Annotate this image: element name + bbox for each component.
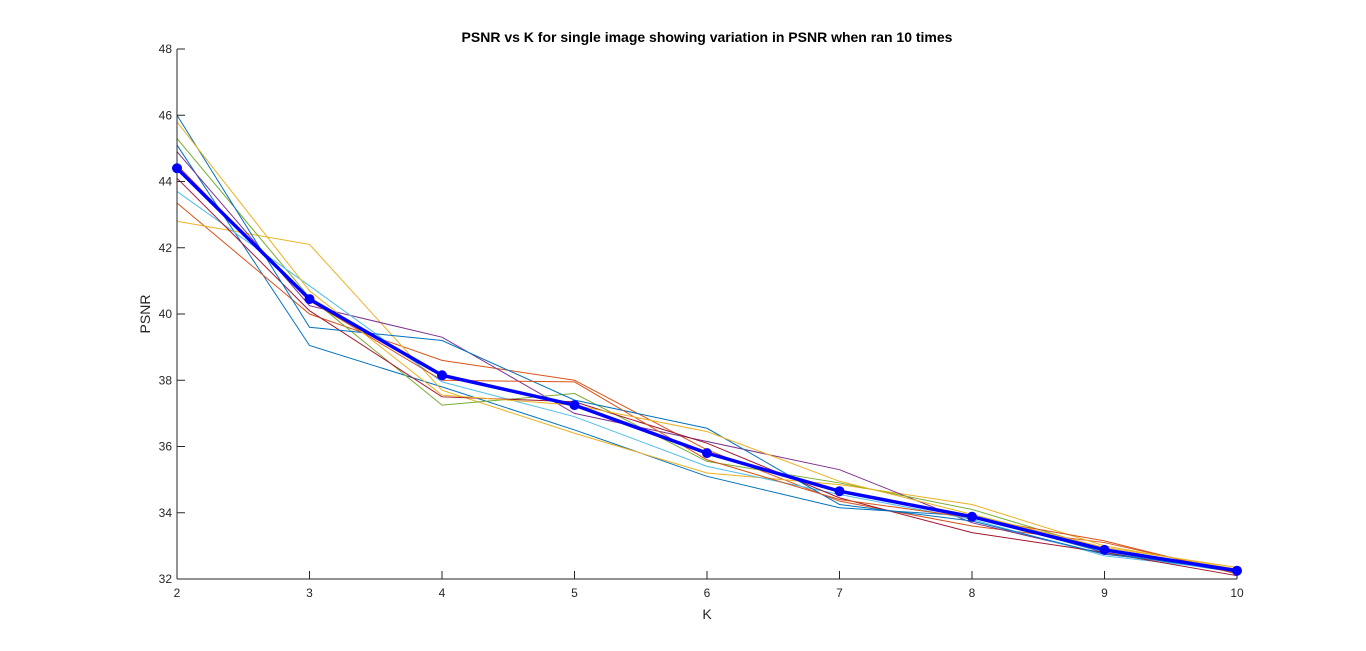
- y-tick-label: 40: [159, 307, 173, 321]
- series-lines-group: [176, 114, 1238, 577]
- mean-series-group: [172, 163, 1242, 576]
- run-line-9: [176, 164, 1238, 575]
- mean-point: [1099, 544, 1110, 555]
- mean-point: [304, 294, 315, 305]
- y-ticks-group: 32 34 36 38 40 42 44 46 48: [159, 42, 185, 586]
- run-line-8: [176, 114, 1238, 570]
- x-axis-label: K: [702, 606, 712, 622]
- run-line-3: [176, 220, 1238, 570]
- mean-point: [702, 448, 712, 459]
- run-line-4: [176, 151, 1238, 570]
- y-tick-label: 48: [159, 42, 173, 56]
- run-line-2: [176, 202, 1238, 573]
- x-tick-label: 6: [704, 586, 711, 600]
- mean-point: [834, 486, 845, 497]
- x-tick-label: 8: [969, 586, 976, 600]
- mean-line: [175, 167, 1238, 573]
- mean-point: [437, 370, 447, 381]
- x-tick-label: 9: [1101, 586, 1108, 600]
- y-tick-label: 38: [159, 373, 173, 387]
- mean-point: [967, 511, 977, 522]
- x-ticks-group: 2 3 4 5 6 7 8 9 10: [174, 571, 1244, 600]
- y-tick-label: 34: [159, 506, 173, 520]
- y-tick-label: 44: [159, 175, 173, 189]
- y-tick-label: 42: [159, 241, 173, 255]
- mean-point: [172, 163, 182, 174]
- y-tick-label: 36: [159, 440, 173, 454]
- x-tick-label: 10: [1230, 586, 1244, 600]
- chart-title: PSNR vs K for single image showing varia…: [462, 29, 953, 45]
- run-line-7: [176, 177, 1238, 577]
- run-line-1: [176, 144, 1238, 573]
- run-line-10: [176, 121, 1238, 568]
- y-axis-label: PSNR: [137, 295, 153, 334]
- y-tick-label: 32: [159, 572, 173, 586]
- x-tick-label: 5: [571, 586, 578, 600]
- mean-point: [1232, 565, 1242, 576]
- mean-point: [569, 400, 580, 411]
- run-line-5: [176, 138, 1238, 572]
- x-tick-label: 2: [174, 586, 181, 600]
- x-tick-label: 4: [439, 586, 446, 600]
- x-tick-label: 7: [836, 586, 843, 600]
- y-tick-label: 46: [159, 108, 173, 122]
- x-tick-label: 3: [306, 586, 313, 600]
- run-line-6: [176, 191, 1238, 572]
